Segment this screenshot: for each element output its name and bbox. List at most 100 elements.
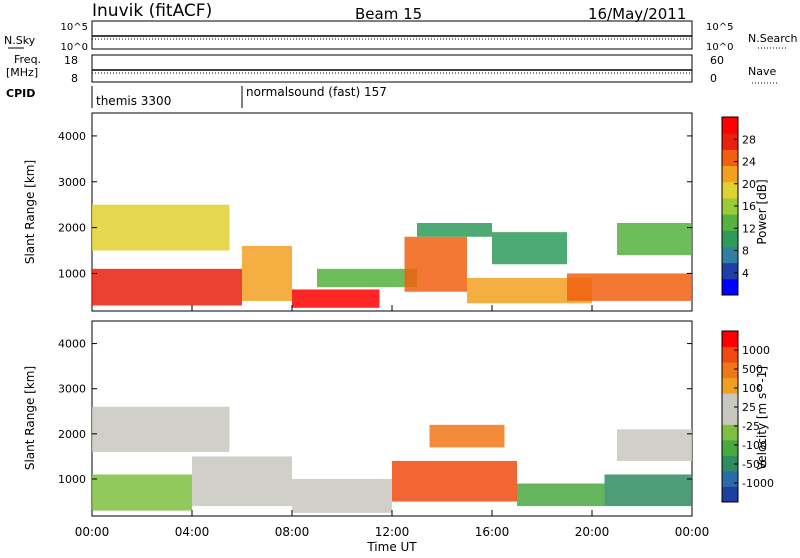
velocity-cbar-swatch-9 — [722, 346, 738, 363]
x-tick-label-6: 00:00 — [675, 525, 710, 539]
velocity-cbar-swatch-2 — [722, 455, 738, 472]
freq-trace — [92, 69, 692, 74]
x-axis: 00:00 04:00 08:00 12:00 16:00 20:00 00:00 — [75, 305, 710, 539]
x-tick-label-4: 16:00 — [475, 525, 510, 539]
power-cbar-tick-label-2: 20 — [742, 178, 756, 191]
power-region-2 — [242, 245, 292, 301]
nave-tick-bottom: 0 — [710, 72, 717, 85]
power-cbar-swatch-3 — [722, 230, 738, 247]
velocity-colorbar: 1000 500 100 25 -25 -100 -500 -1000 — [721, 330, 774, 503]
velocity-ylabel: Slant Range [km] — [23, 366, 37, 470]
power-region-0 — [92, 268, 242, 306]
power-ytick-label-0: 1000 — [58, 267, 86, 280]
power-region-10 — [617, 223, 692, 256]
velocity-cbar-tick-label-5: -100 — [742, 439, 767, 452]
x-axis-label: Time UT — [366, 540, 417, 554]
noise-sky-label: N.Sky — [4, 34, 36, 47]
velocity-cbar-swatch-3 — [722, 439, 738, 456]
velocity-region-1 — [92, 474, 192, 511]
power-region-6 — [417, 223, 492, 237]
frequency-panel: Freq. [MHz] Nave 18 8 60 0 — [6, 53, 778, 85]
velocity-cbar-tick-label-3: 25 — [742, 401, 756, 414]
station-title: Inuvik (fitACF) — [92, 1, 212, 21]
power-cbar-swatch-4 — [722, 214, 738, 231]
power-cbar-tick-label-4: 12 — [742, 222, 756, 235]
velocity-region-8 — [604, 474, 692, 507]
power-ytick-label-2: 3000 — [58, 176, 86, 189]
velocity-cbar-tick-label-2: 100 — [742, 382, 763, 395]
velocity-region-4 — [292, 478, 392, 493]
velocity-colorbar-label: Velocity [m s^-1] — [755, 366, 769, 470]
power-cbar-tick-label-6: 4 — [742, 267, 749, 280]
velocity-region-3 — [292, 492, 392, 513]
velocity-region-2 — [192, 456, 292, 507]
velocity-ytick-label-2: 3000 — [58, 383, 86, 396]
velocity-cbar-swatch-0 — [722, 486, 738, 503]
cpid-label: CPID — [6, 87, 35, 100]
power-cbar-swatch-1 — [722, 262, 738, 280]
velocity-region-7 — [517, 483, 605, 507]
beam-title: Beam 15 — [355, 5, 422, 23]
power-ytick-label-3: 4000 — [58, 130, 86, 143]
power-region-8 — [492, 232, 567, 265]
power-panel: 1000 2000 3000 4000 Slant Range [km] — [23, 112, 693, 312]
noise-right-tick-top: 10^5 — [706, 22, 733, 33]
velocity-cbar-swatch-8 — [722, 362, 738, 379]
power-ytick-label-1: 2000 — [58, 222, 86, 235]
velocity-cbar-swatch-1 — [722, 470, 738, 487]
power-cbar-tick-label-1: 24 — [742, 156, 756, 169]
date-title: 16/May/2011 — [588, 5, 686, 23]
velocity-region-5 — [392, 460, 517, 502]
power-colorbar-label: Power [dB] — [755, 179, 769, 244]
velocity-region-6 — [429, 424, 505, 448]
noise-search-label: N.Search — [748, 32, 798, 45]
velocity-cbar-swatch-5 — [722, 408, 738, 425]
x-tick-label-2: 08:00 — [275, 525, 310, 539]
velocity-cbar-tick-label-0: 1000 — [742, 344, 770, 357]
freq-unit: [MHz] — [6, 66, 38, 79]
power-region-1 — [92, 204, 230, 251]
power-cbar-swatch-9 — [722, 133, 738, 150]
x-tick-label-5: 20:00 — [575, 525, 610, 539]
power-cbar-swatch-10 — [722, 117, 738, 134]
freq-tick-top: 18 — [64, 54, 78, 67]
noise-trace — [92, 35, 692, 40]
power-cbar-tick-label-5: 8 — [742, 245, 749, 258]
velocity-panel: 1000 2000 3000 4000 Slant Range [km] — [23, 320, 693, 517]
velocity-ytick-label-1: 2000 — [58, 428, 86, 441]
noise-left-tick-bottom: 10^0 — [61, 42, 88, 53]
velocity-region-0 — [92, 406, 230, 452]
noise-left-tick-top: 10^5 — [61, 22, 88, 33]
velocity-cbar-frame — [721, 330, 739, 503]
power-cbar-tick-label-0: 28 — [742, 133, 756, 146]
velocity-ytick-label-0: 1000 — [58, 473, 86, 486]
power-cbar-swatch-0 — [722, 278, 738, 296]
velocity-cbar-swatch-4 — [722, 424, 738, 441]
velocity-region-9 — [617, 429, 692, 461]
power-region-4 — [317, 268, 417, 288]
power-cbar-swatch-5 — [722, 197, 738, 215]
velocity-ytick-label-3: 4000 — [58, 338, 86, 351]
velocity-cbar-tick-label-1: 500 — [742, 363, 763, 376]
velocity-data — [92, 406, 692, 513]
velocity-cbar-swatch-7 — [722, 377, 738, 394]
cpid-mode-1: normalsound (fast) 157 — [246, 85, 387, 99]
freq-tick-bottom: 8 — [71, 72, 78, 85]
x-tick-label-1: 04:00 — [175, 525, 210, 539]
nave-tick-top: 60 — [710, 54, 724, 67]
velocity-cbar-tick-label-4: -25 — [742, 420, 760, 433]
power-ylabel: Slant Range [km] — [23, 160, 37, 264]
velocity-y-axis: 1000 2000 3000 4000 — [58, 338, 692, 486]
power-cbar-swatch-7 — [722, 165, 738, 183]
velocity-cbar-swatch-10 — [722, 331, 738, 348]
power-y-axis: 1000 2000 3000 4000 — [58, 130, 692, 280]
power-region-3 — [292, 289, 380, 308]
power-cbar-swatch-6 — [722, 181, 738, 199]
cpid-row: CPID themis 3300 normalsound (fast) 157 — [6, 85, 387, 108]
power-cbar-swatch-2 — [722, 246, 738, 264]
velocity-cbar-tick-label-6: -500 — [742, 458, 767, 471]
velocity-cbar-tick-label-7: -1000 — [742, 477, 774, 490]
nave-label: Nave — [748, 65, 776, 78]
